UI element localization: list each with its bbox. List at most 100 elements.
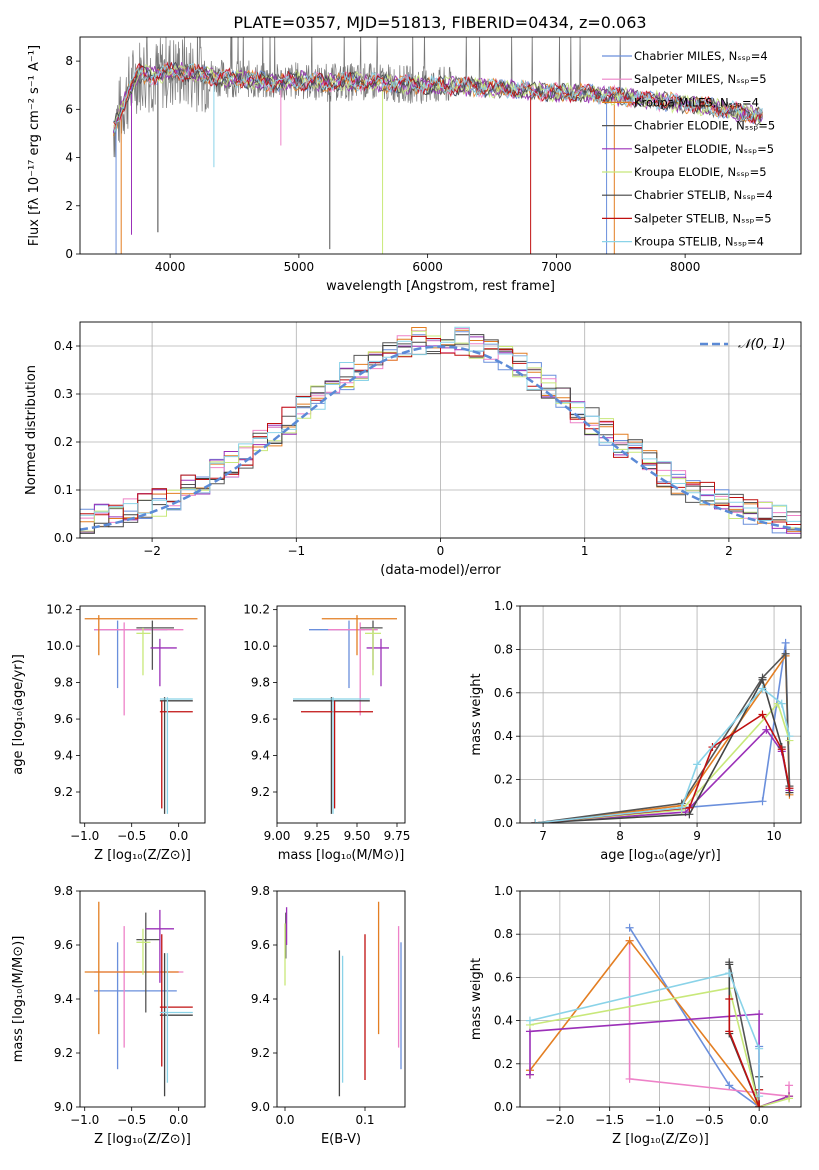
x-tick-label: 9.75 [384, 829, 411, 843]
legend-label-2: Salpeter MILES, Nₛₛₚ=5 [634, 72, 767, 86]
y-tick-label: 9.0 [54, 1100, 73, 1114]
y-tick-label: 0.0 [54, 531, 73, 545]
weight-marker [725, 960, 734, 969]
y-tick-label: 9.2 [54, 785, 73, 799]
model-line-7 [113, 61, 763, 126]
x-axis-label: age [log₁₀(age/yr)] [600, 848, 721, 863]
normal-curve [80, 345, 801, 531]
weight-marker [785, 1081, 794, 1090]
weight-marker [777, 745, 786, 754]
weight-marker [725, 969, 734, 978]
y-tick-label: 4 [65, 151, 73, 165]
plot-area [284, 901, 402, 1097]
panel-mass-vs-EBV: 0.0 0.1 9.0 9.2 9.4 9.6 9.8 E(B-V) [251, 884, 406, 1147]
y-tick-label: 0.0 [494, 816, 513, 830]
plot-area [113, 37, 763, 254]
weight-marker [758, 710, 767, 719]
x-tick-label: 4000 [155, 260, 186, 274]
axes-frame [519, 605, 802, 824]
x-axis-label: Z [log₁₀(Z/Z⊙)] [94, 1132, 191, 1147]
weight-marker [725, 1081, 734, 1090]
x-tick-label: 0.0 [275, 1113, 294, 1127]
y-tick-label: 9.8 [251, 676, 270, 690]
weight-marker [625, 936, 634, 945]
x-axis-label: Z [log₁₀(Z/Z⊙)] [94, 848, 191, 863]
x-tick-label: 8 [616, 829, 624, 843]
x-tick-label: 0.0 [750, 1113, 769, 1127]
weight-marker [781, 638, 790, 647]
weight-line-2 [628, 940, 790, 1098]
weight-marker [785, 784, 794, 793]
weight-marker [625, 1074, 634, 1083]
y-axis-label: mass [log₁₀(M/M⊙)] [11, 936, 26, 1063]
y-tick-label: 9.2 [251, 1046, 270, 1060]
x-tick-label: 7 [539, 829, 547, 843]
x-axis-label: mass [log₁₀(M/M⊙)] [278, 848, 405, 863]
weight-marker [755, 1044, 764, 1053]
x-axis-label: wavelength [Angstrom, rest frame] [326, 279, 555, 294]
x-tick-label: 7000 [541, 260, 572, 274]
legend-label-3: Kroupa MILES, Nₛₛₚ=4 [634, 95, 759, 109]
y-tick-label: 9.0 [251, 1100, 270, 1114]
panel-mass-vs-Z: −1.0 −0.5 0.0 9.0 9.2 9.4 9.6 9.8 Z [log₁₀(Z/Z⊙)… [11, 884, 206, 1147]
x-tick-label: 0 [437, 544, 445, 558]
y-tick-label: 0.4 [494, 729, 513, 743]
y-tick-label: 2 [65, 199, 73, 213]
y-tick-label: 0.3 [54, 387, 73, 401]
model-line-5 [113, 62, 763, 133]
x-tick-label: 9.00 [264, 829, 291, 843]
weight-marker [785, 1094, 794, 1103]
legend-label-8: Salpeter STELIB, Nₛₛₚ=5 [634, 211, 772, 225]
x-tick-label: −1.0 [645, 1113, 674, 1127]
y-tick-label: 0.6 [494, 686, 513, 700]
model-line-6 [113, 63, 763, 128]
plot-area [293, 615, 397, 814]
y-axis-label: Normed distribution [24, 365, 39, 495]
y-tick-label: 0.8 [494, 642, 513, 656]
legend-label-normal: 𝒩(0, 1) [738, 337, 785, 352]
legend-label-4: Chabrier ELODIE, Nₛₛₚ=5 [634, 119, 775, 133]
weight-marker [725, 995, 734, 1003]
x-tick-label: 0.1 [355, 1113, 374, 1127]
y-tick-label: 1.0 [494, 884, 513, 898]
x-tick-label: −2 [143, 544, 161, 558]
model-line-9 [113, 62, 763, 134]
weight-line-4 [535, 651, 791, 823]
weight-marker [758, 675, 767, 684]
x-tick-label: 9 [693, 829, 701, 843]
x-axis-label: Z [log₁₀(Z/Z⊙)] [612, 1132, 709, 1147]
x-axis-label: (data-model)/error [380, 563, 501, 578]
y-tick-label: 0.2 [54, 435, 73, 449]
axes-frame [79, 890, 206, 1108]
plot-area [531, 638, 794, 823]
weight-line-9 [529, 972, 760, 1097]
y-tick-label: 9.6 [54, 938, 73, 952]
y-tick-label: 0.4 [54, 339, 73, 353]
weight-marker [525, 1070, 534, 1079]
weight-marker [785, 732, 794, 741]
weight-line-1 [628, 927, 760, 1107]
y-tick-label: 6 [65, 102, 73, 116]
panel-age-vs-mass: 9.00 9.25 9.50 9.75 9.2 9.4 9.6 9.8 10.0 10.2 mass… [243, 603, 410, 863]
panel-age-vs-Z: −1.0 −0.5 0.0 9.2 9.4 9.6 9.8 10.0 10.2 Z [log₁₀(… [11, 603, 206, 863]
y-tick-label: 9.8 [54, 884, 73, 898]
legend-label-6: Kroupa ELODIE, Nₛₛₚ=5 [634, 165, 767, 179]
weight-marker [525, 1016, 534, 1025]
x-tick-label: −0.5 [117, 829, 146, 843]
y-axis-label: mass weight [469, 958, 484, 1040]
x-tick-label: −1 [287, 544, 305, 558]
x-tick-label: 9.50 [344, 829, 371, 843]
axes-frame [79, 605, 206, 824]
y-tick-label: 0.4 [494, 1014, 513, 1028]
residual-histogram-9 [80, 326, 801, 522]
y-tick-label: 0.1 [54, 483, 73, 497]
x-tick-label: −2.0 [545, 1113, 574, 1127]
panel-spectrum: 4000 5000 6000 7000 8000 0 2 4 6 8 wavelength [Ang… [27, 36, 802, 294]
y-tick-label: 9.4 [251, 992, 270, 1006]
y-tick-label: 9.6 [54, 712, 73, 726]
y-axis-label: mass weight [469, 673, 484, 755]
panel-weight-vs-age: 7 8 9 10 0.0 0.2 0.4 0.6 0.8 1.0 age [log₁₀(age/yr… [469, 599, 802, 863]
x-tick-label: −1.0 [70, 829, 99, 843]
x-tick-label: 5000 [284, 260, 315, 274]
